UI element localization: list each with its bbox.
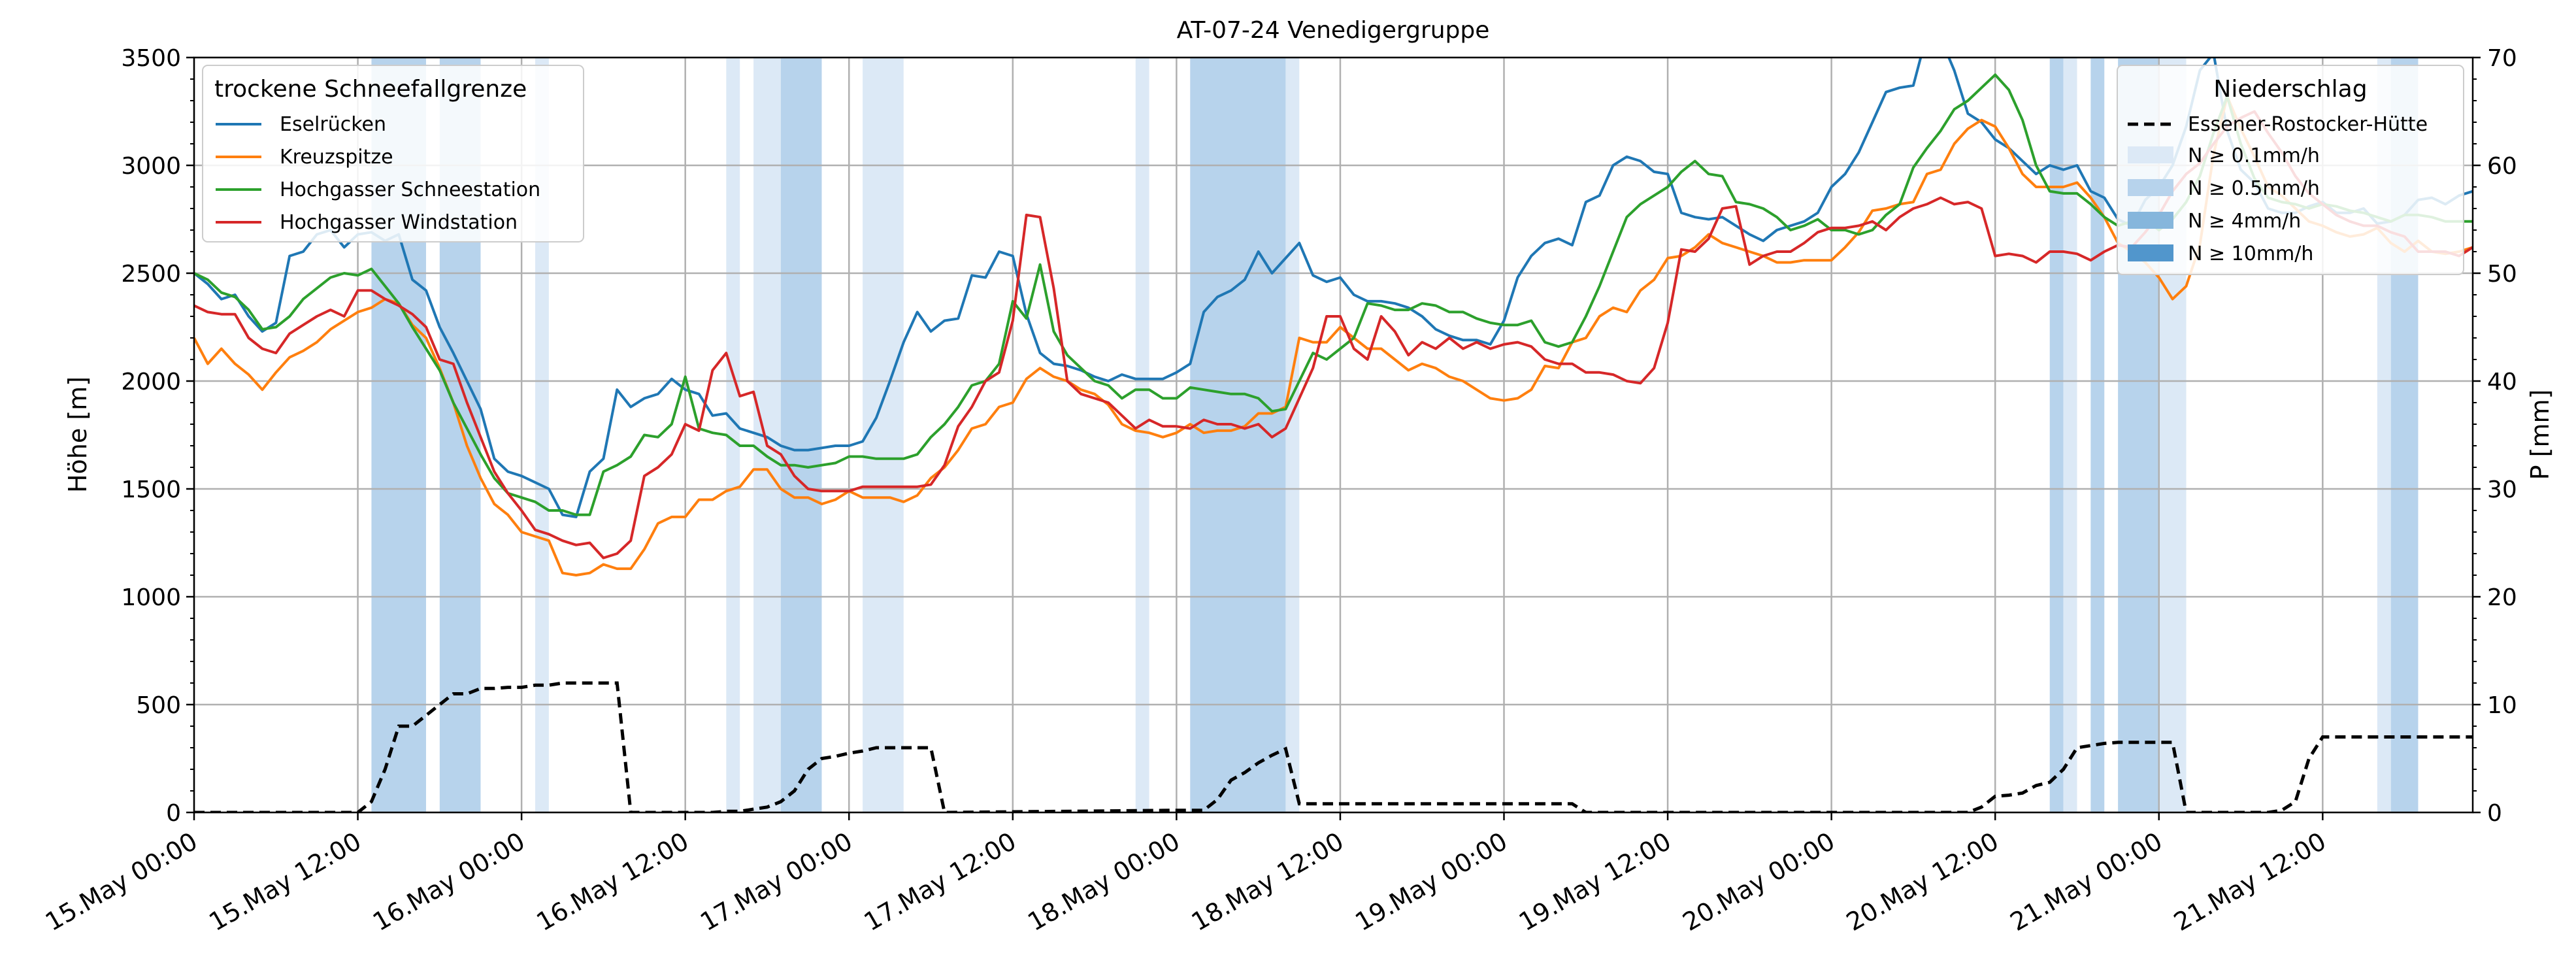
y-tick-label: 0 [166, 800, 181, 827]
legend-precip: Niederschlag Essener-Rostocker-Hütte N ≥… [2117, 65, 2464, 275]
precipitation-layer [194, 681, 2473, 812]
series-lines [194, 58, 2473, 576]
y-tick-label: 3000 [121, 153, 181, 180]
y2-axis-label: P [mm] [2526, 390, 2554, 480]
legend-series-title: trockene Schneefallgrenze [214, 76, 527, 103]
legend-band-label: N ≥ 0.1mm/h [2188, 144, 2320, 167]
series-line [194, 110, 2473, 559]
precip-band [2049, 58, 2064, 812]
legend-band-label: N ≥ 4mm/h [2188, 210, 2301, 233]
legend-series-box [202, 65, 584, 242]
chart-title: AT-07-24 Venedigergruppe [1177, 17, 1490, 44]
legend-series-label: Eselrücken [280, 113, 386, 136]
series-line [194, 58, 2473, 518]
legend-series: trockene Schneefallgrenze Eselrücken Kreu… [202, 65, 584, 242]
precip-band [1285, 58, 1300, 812]
y2-tick-label: 50 [2487, 261, 2517, 288]
y-tick-label: 500 [136, 692, 181, 719]
series-line [194, 73, 2473, 516]
y2-tick-label: 10 [2487, 692, 2517, 719]
y2-tick-label: 20 [2487, 584, 2517, 611]
precip-band [2090, 58, 2105, 812]
y-tick-label: 3500 [121, 45, 181, 72]
legend-band-swatch [2128, 146, 2173, 163]
y2-tick-label: 70 [2487, 45, 2517, 72]
legend-series-label: Hochgasser Schneestation [280, 178, 540, 201]
y-tick-label: 2500 [121, 261, 181, 288]
legend-band-label: N ≥ 0.5mm/h [2188, 177, 2320, 200]
y-tick-label: 2000 [121, 369, 181, 395]
precip-band [2063, 58, 2077, 812]
plot-frame [193, 56, 2474, 814]
precip-band [1135, 58, 1149, 812]
legend-band-label: N ≥ 10mm/h [2188, 242, 2313, 265]
y2-tick-label: 40 [2487, 369, 2517, 395]
precip-line [194, 681, 2473, 812]
y-tick-label: 1500 [121, 476, 181, 503]
series-line [194, 95, 2473, 576]
y2-tick-label: 0 [2487, 800, 2502, 827]
y-tick-label: 1000 [121, 584, 181, 611]
y2-tick-label: 60 [2487, 153, 2517, 180]
y2-tick-label: 30 [2487, 476, 2517, 503]
legend-precip-title: Niederschlag [2213, 76, 2367, 103]
legend-series-label: Hochgasser Windstation [280, 211, 518, 234]
precip-band [726, 58, 740, 812]
legend-precip-line-label: Essener-Rostocker-Hütte [2188, 113, 2428, 136]
legend-band-swatch [2128, 212, 2173, 229]
legend-precip-box [2117, 65, 2464, 275]
precip-band [780, 58, 822, 812]
precip-band [863, 58, 904, 812]
legend-series-label: Kreuzspitze [280, 146, 393, 169]
precip-band [535, 58, 549, 812]
legend-band-swatch [2128, 179, 2173, 196]
y-axis-label: Höhe [m] [63, 376, 92, 493]
legend-band-swatch [2128, 244, 2173, 261]
